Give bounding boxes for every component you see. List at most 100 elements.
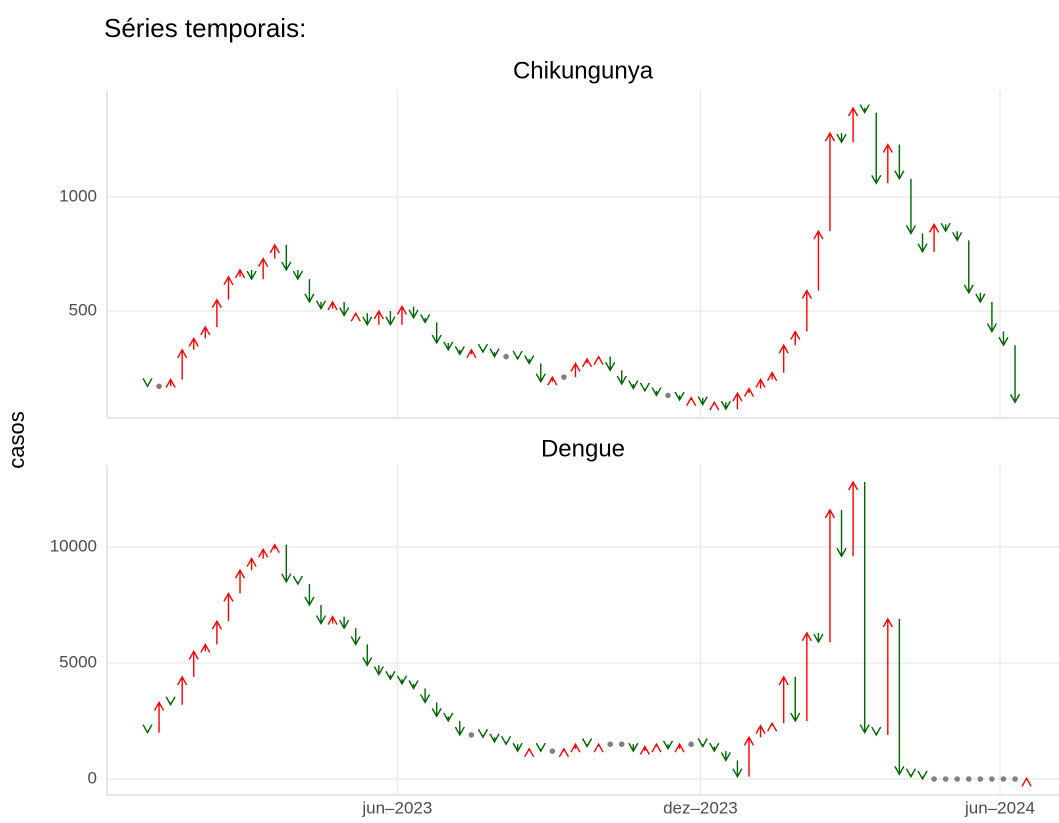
change-arrow [408, 306, 419, 320]
change-arrow [153, 701, 165, 733]
change-arrow [894, 144, 905, 181]
change-arrow [512, 742, 523, 753]
change-arrow [142, 377, 153, 388]
change-arrow [165, 696, 176, 707]
change-arrow [535, 363, 546, 384]
change-arrow [315, 604, 327, 625]
change-arrow [674, 742, 685, 753]
change-arrow [581, 738, 593, 748]
change-arrow [558, 747, 570, 758]
change-arrow [801, 289, 812, 332]
change-arrow [628, 742, 639, 753]
flat-point [965, 776, 972, 782]
change-arrow [547, 375, 558, 386]
change-arrow [686, 396, 697, 407]
change-arrow [524, 747, 535, 758]
flat-point [156, 383, 162, 390]
change-arrow [963, 240, 974, 295]
change-arrow [767, 371, 778, 381]
y-tick-label: 0 [88, 768, 97, 787]
y-tick-label: 5000 [59, 652, 97, 671]
change-arrow [454, 346, 465, 356]
change-arrow [419, 688, 431, 704]
change-arrow [535, 742, 546, 753]
change-arrow [304, 279, 315, 304]
change-arrow [905, 768, 917, 779]
flat-point [468, 732, 475, 738]
change-arrow [396, 305, 408, 325]
change-arrow [500, 735, 512, 746]
change-arrow [477, 343, 489, 354]
change-arrow [431, 322, 442, 345]
change-arrow [339, 301, 350, 318]
change-arrow [246, 269, 257, 281]
change-arrow [836, 509, 847, 558]
change-arrow [651, 387, 662, 397]
change-arrow [350, 628, 361, 646]
change-arrow [720, 751, 731, 762]
change-arrow [859, 104, 870, 115]
change-arrow [223, 591, 234, 622]
change-arrow [605, 356, 616, 372]
change-arrow [697, 738, 708, 748]
change-arrow [709, 742, 720, 753]
change-arrow [385, 311, 396, 327]
change-arrow [639, 382, 650, 393]
change-arrow [790, 330, 801, 346]
flat-point [607, 741, 613, 747]
change-arrow [142, 724, 153, 735]
flat-point [931, 776, 937, 782]
change-arrow [246, 557, 257, 571]
change-arrow [234, 568, 246, 594]
change-arrow [743, 735, 755, 777]
change-arrow [917, 770, 928, 781]
change-arrow [570, 742, 581, 753]
change-arrow [570, 362, 581, 378]
page-title: Séries temporais: [104, 13, 306, 43]
change-arrow [281, 544, 292, 584]
change-arrow [847, 480, 859, 557]
change-arrow [188, 649, 199, 677]
y-tick-label: 1000 [59, 186, 97, 205]
y-axis-label: casos [4, 411, 29, 468]
change-arrow [651, 742, 662, 753]
change-arrow [408, 680, 419, 690]
change-arrow [211, 619, 223, 645]
change-arrow [813, 632, 824, 644]
change-arrow [292, 269, 303, 281]
flat-point [989, 776, 995, 782]
change-arrow [813, 229, 824, 291]
change-arrow [489, 348, 500, 359]
flat-point [942, 776, 949, 782]
change-arrow [952, 231, 963, 242]
change-arrow [824, 508, 836, 643]
change-arrow [177, 675, 188, 705]
change-arrow [790, 676, 801, 723]
change-arrow [767, 721, 778, 732]
change-arrow [477, 728, 489, 739]
panel-title: Dengue [541, 435, 625, 462]
change-arrow [269, 543, 280, 554]
change-arrow [373, 665, 384, 677]
change-arrow [350, 311, 361, 322]
y-tick-label: 500 [69, 301, 97, 320]
change-arrow [385, 670, 396, 681]
change-arrow [1021, 776, 1032, 787]
change-arrow [697, 396, 708, 406]
change-arrow [905, 178, 917, 235]
flat-point [954, 776, 961, 782]
change-arrow [524, 355, 535, 365]
change-arrow [200, 325, 211, 339]
flat-point [618, 741, 625, 747]
flat-point [561, 374, 567, 380]
change-arrow [489, 733, 500, 744]
change-arrow [431, 702, 442, 718]
change-arrow [327, 300, 338, 311]
change-arrow [616, 370, 627, 386]
change-arrow [223, 275, 234, 300]
change-arrow [871, 112, 882, 185]
flat-point [977, 776, 984, 782]
change-arrow [709, 400, 720, 411]
change-arrow [396, 675, 408, 686]
change-arrow [674, 391, 685, 402]
